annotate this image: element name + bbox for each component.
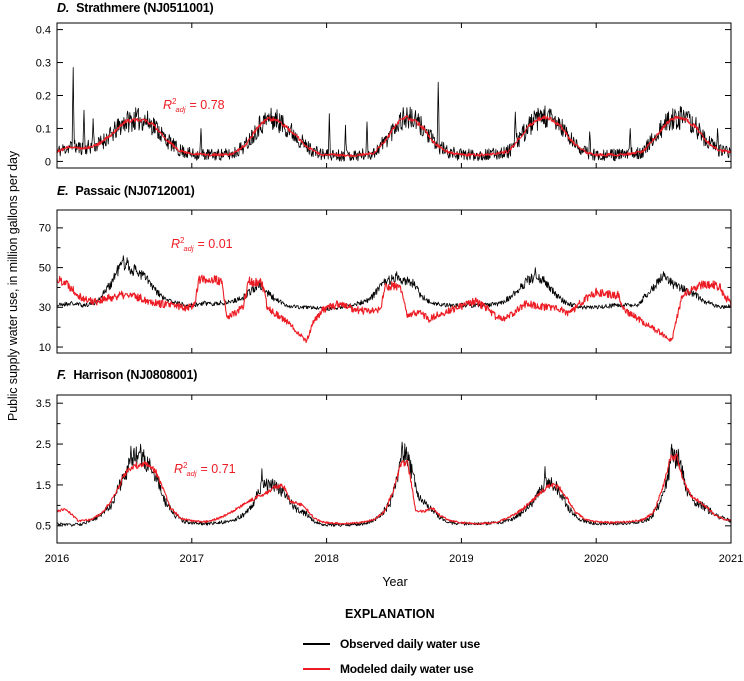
legend-item-modeled: Modeled daily water use — [303, 662, 543, 676]
r2-annotation-panel-f: R2adj = 0.71 — [174, 461, 236, 478]
panel-f-name: Harrison (NJ0808001) — [73, 368, 198, 382]
panel-f-series — [57, 441, 731, 527]
x-axis-label: Year — [382, 575, 408, 589]
y-tick-label: 2.5 — [36, 439, 51, 451]
observed-line-swatch — [303, 643, 330, 645]
y-tick-label: 1.5 — [36, 480, 51, 492]
legend: EXPLANATION Observed daily water use Mod… — [303, 605, 543, 676]
legend-label-observed: Observed daily water use — [340, 637, 480, 651]
panel-e-letter: E. — [57, 184, 69, 198]
modeled-line-swatch — [303, 668, 330, 670]
modeled-line-panel-d — [57, 115, 731, 158]
legend-title: EXPLANATION — [345, 607, 435, 621]
x-tick-label: 2018 — [314, 553, 338, 565]
x-tick-label: 2019 — [449, 553, 473, 565]
panel-d-title: D. Strathmere (NJ0511001) — [57, 1, 214, 15]
panel-d-name: Strathmere (NJ0511001) — [76, 1, 214, 15]
x-tick-label: 2017 — [180, 553, 204, 565]
legend-label-modeled: Modeled daily water use — [340, 662, 474, 676]
x-tick-label: 2020 — [584, 553, 608, 565]
x-tick-label: 2021 — [719, 553, 743, 565]
panel-d-series — [57, 67, 731, 162]
chart-canvas: 0 0.1 0.2 0.3 0.4 10 30 50 70 0.5 1.5 2.5 3.5 2016 201… — [36, 22, 743, 565]
panel-e-series — [57, 255, 731, 343]
x-tick-label: 2016 — [45, 553, 69, 565]
y-tick-label: 0.2 — [36, 90, 51, 102]
modeled-line-panel-f — [57, 453, 731, 526]
observed-line-panel-e — [57, 255, 731, 311]
y-tick-label: 3.5 — [36, 398, 51, 410]
panel-d-letter: D. — [57, 1, 70, 15]
r2-annotation-panel-e: R2adj = 0.01 — [171, 236, 233, 253]
panel-f-letter: F. — [57, 368, 67, 382]
y-tick-label: 70 — [39, 223, 51, 235]
panel-e-title: E. Passaic (NJ0712001) — [57, 184, 195, 198]
y-tick-label: 0.5 — [36, 521, 51, 533]
y-tick-label: 0.1 — [36, 123, 51, 135]
modeled-line-panel-e — [57, 274, 731, 343]
y-tick-label: 30 — [39, 302, 51, 314]
observed-line-panel-f — [57, 441, 731, 527]
y-tick-label: 50 — [39, 262, 51, 274]
y-tick-label: 0 — [45, 156, 51, 168]
y-tick-label: 0.3 — [36, 57, 51, 69]
observed-line-panel-d — [57, 67, 731, 162]
legend-item-observed: Observed daily water use — [303, 637, 543, 651]
y-tick-label: 0.4 — [36, 24, 51, 36]
panel-e-name: Passaic (NJ0712001) — [75, 184, 195, 198]
y-tick-label: 10 — [39, 342, 51, 354]
r2-annotation-panel-d: R2adj = 0.78 — [163, 97, 225, 114]
panel-f-title: F. Harrison (NJ0808001) — [57, 368, 197, 382]
